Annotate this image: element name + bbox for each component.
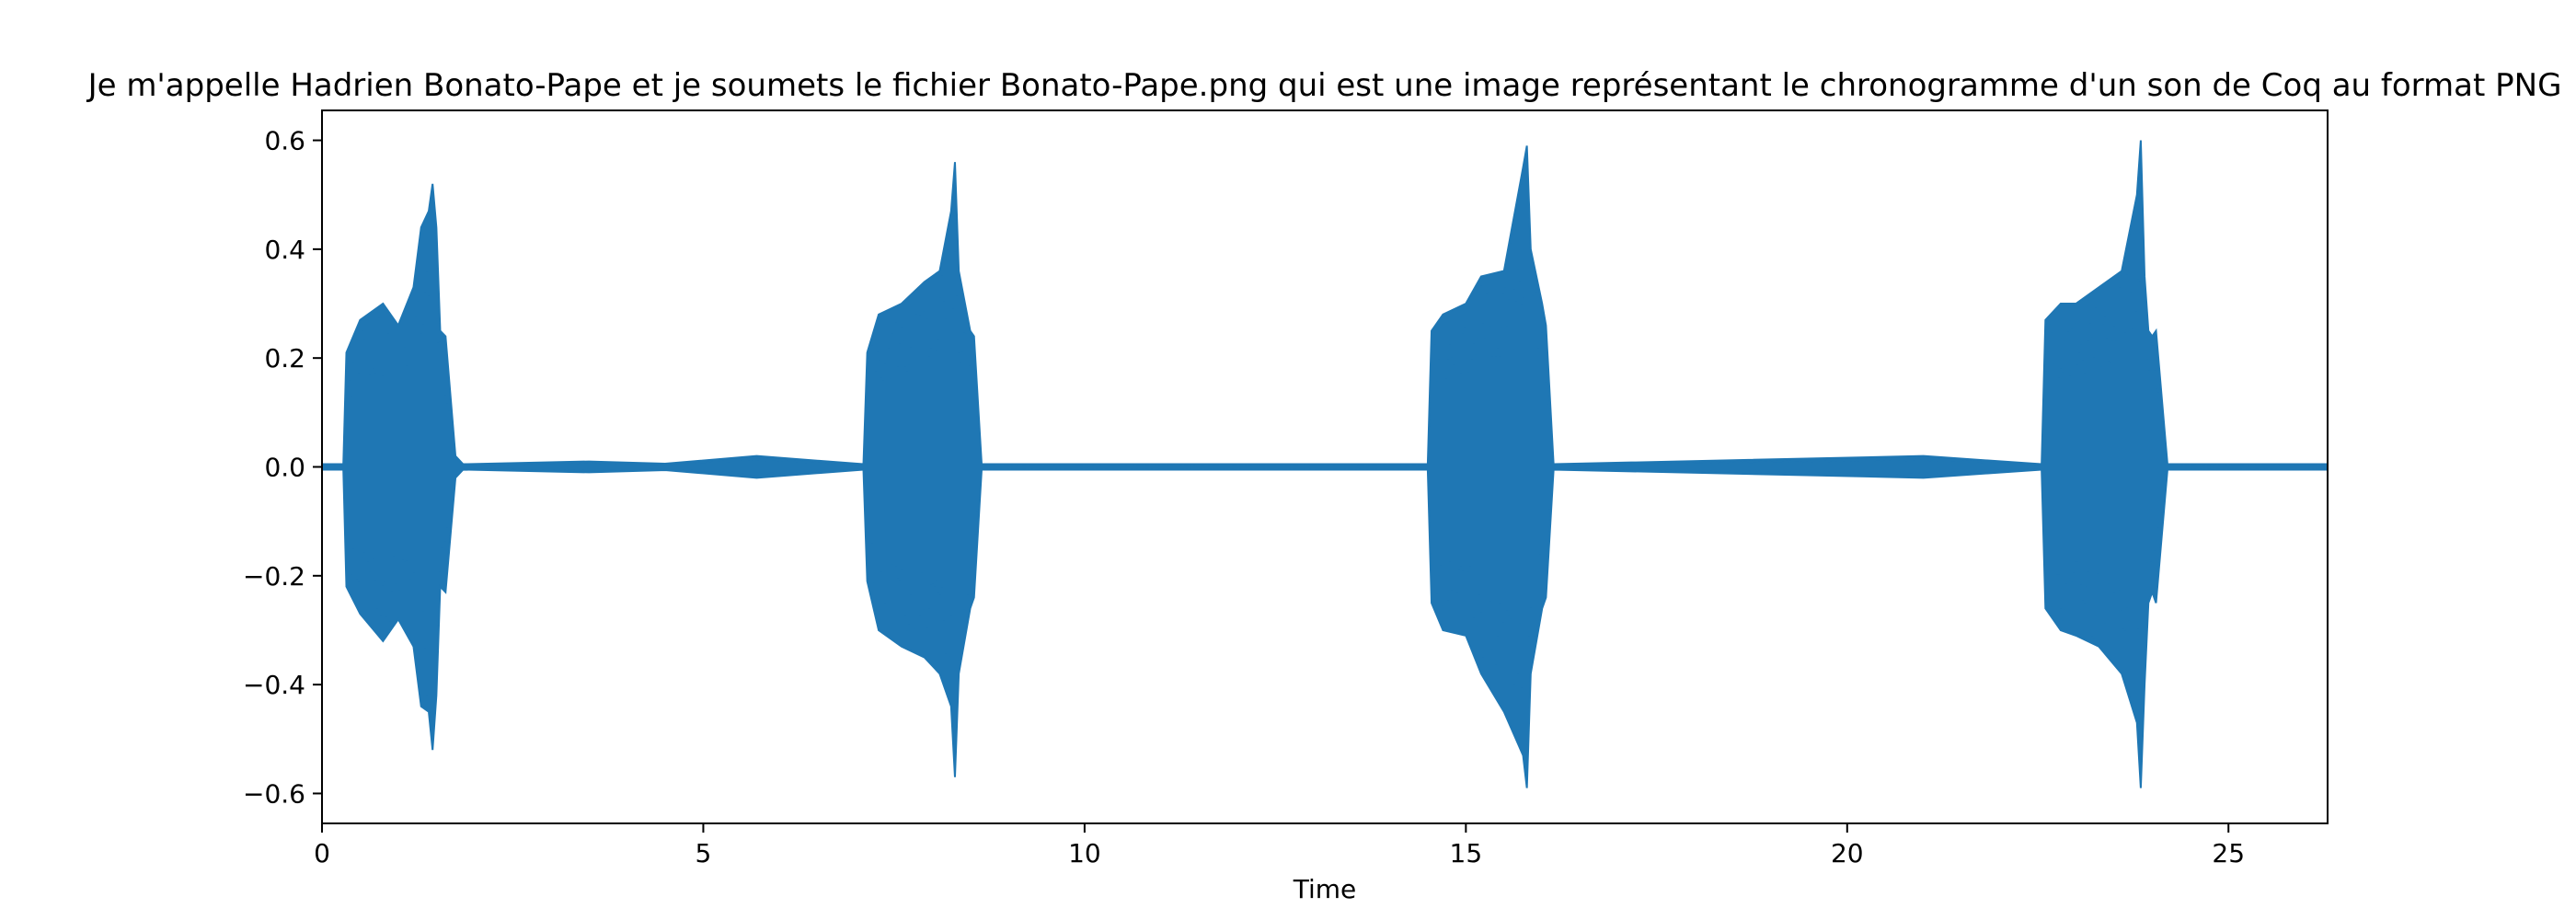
x-tick-label: 25 [2212,838,2245,868]
y-tick-label: −0.4 [243,670,305,700]
x-tick-label: 0 [314,838,330,868]
waveform-series [322,140,2328,788]
y-tick-label: 0.0 [264,453,305,483]
x-tick-label: 5 [696,838,712,868]
x-tick-label: 10 [1068,838,1101,868]
x-tick-label: 20 [1831,838,1864,868]
x-axis: 0 5 10 15 20 25 [314,823,2245,868]
x-axis-label: Time [1293,874,1357,904]
chart-title: Je m'appelle Hadrien Bonato-Pape et je s… [86,67,2562,104]
y-tick-label: 0.4 [264,235,305,265]
x-tick-label: 15 [1450,838,1483,868]
y-tick-label: −0.2 [243,561,305,592]
plot-area [321,109,2329,824]
y-tick-label: −0.6 [243,778,305,809]
y-tick-label: 0.2 [264,343,305,374]
y-axis: 0.6 0.4 0.2 0.0 −0.2 −0.4 −0.6 [243,126,322,809]
waveform-detail [322,202,2328,773]
y-tick-label: 0.6 [264,126,305,156]
